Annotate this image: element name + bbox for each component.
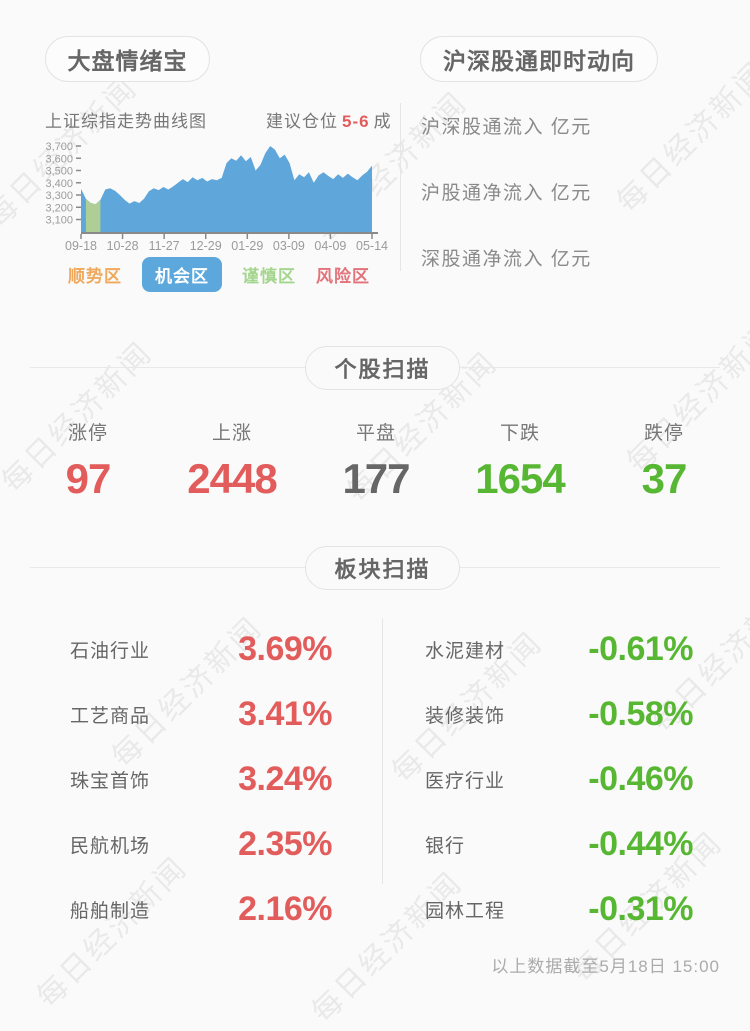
svg-text:12-29: 12-29	[190, 239, 222, 253]
sector-row: 医疗行业 -0.46%	[425, 756, 693, 802]
sector-name: 船舶制造	[70, 900, 151, 922]
stat-value: 2448	[187, 455, 277, 502]
sector-row: 园林工程 -0.31%	[425, 886, 693, 932]
stat-value: 177	[342, 455, 410, 502]
sector-value: -0.46%	[588, 759, 693, 798]
stat-label: 下跌	[499, 423, 540, 444]
sector-value: -0.58%	[588, 694, 693, 733]
sector-name: 水泥建材	[425, 640, 506, 662]
sector-value: -0.44%	[588, 824, 693, 863]
svg-text:03-09: 03-09	[273, 239, 305, 253]
stock-stats-row: 涨停 97 上涨 2448 平盘 177 下跌 1654 跌停 37	[42, 418, 710, 503]
legend-item-1[interactable]: 机会区	[142, 256, 222, 292]
chart-title: 上证综指走势曲线图	[45, 112, 207, 131]
sector-value: 2.16%	[238, 889, 332, 928]
advice-prefix: 建议仓位	[266, 112, 338, 131]
market-sentiment-title: 大盘情绪宝	[67, 48, 188, 74]
sector-row: 工艺商品 3.41%	[70, 691, 332, 737]
svg-text:09-18: 09-18	[65, 239, 97, 253]
svg-text:05-14: 05-14	[356, 239, 388, 253]
flow-row-hs-total: 沪深股通流入 亿元	[421, 117, 592, 138]
sector-value: 3.24%	[238, 759, 332, 798]
stat-limit-down: 跌停 37	[618, 418, 710, 503]
sector-scan-title-pill: 板块扫描	[305, 546, 460, 590]
sector-row: 珠宝首饰 3.24%	[70, 756, 332, 802]
header-vertical-divider	[400, 103, 401, 271]
data-cutoff-note: 以上数据截至5月18日 15:00	[491, 957, 720, 976]
market-sentiment-title-pill: 大盘情绪宝	[45, 36, 210, 82]
svg-text:3,100: 3,100	[45, 215, 73, 227]
sector-name: 医疗行业	[425, 770, 506, 792]
svg-text:3,300: 3,300	[45, 190, 73, 202]
sector-name: 石油行业	[70, 640, 151, 662]
svg-text:3,400: 3,400	[45, 178, 73, 190]
sector-name: 园林工程	[425, 900, 506, 922]
stat-label: 上涨	[211, 423, 252, 444]
legend-item-0[interactable]: 顺势区	[68, 266, 122, 286]
stock-scan-title: 个股扫描	[334, 357, 431, 382]
sentiment-chart: 3,700 3,600 3,500 3,400 3,300 3,200 3,100 09-18…	[40, 138, 400, 262]
sector-name: 工艺商品	[70, 705, 151, 727]
sector-value: 3.41%	[238, 694, 332, 733]
svg-text:04-09: 04-09	[314, 239, 346, 253]
stat-value: 97	[65, 455, 112, 502]
stat-down: 下跌 1654	[474, 418, 566, 503]
stat-value: 37	[641, 455, 688, 502]
svg-text:10-28: 10-28	[107, 239, 139, 253]
stat-limit-up: 涨停 97	[42, 418, 134, 503]
sector-name: 民航机场	[70, 835, 151, 857]
svg-text:3,600: 3,600	[45, 153, 73, 165]
sector-name: 装修装饰	[425, 705, 506, 727]
legend-item-3[interactable]: 风险区	[316, 266, 370, 286]
sector-value: 2.35%	[238, 824, 332, 863]
sector-scan-title: 板块扫描	[334, 557, 431, 582]
flow-row-sh-net: 沪股通净流入 亿元	[421, 183, 592, 204]
advice-suffix: 成	[373, 112, 392, 131]
svg-text:3,500: 3,500	[45, 166, 73, 178]
stat-flat: 平盘 177	[330, 418, 422, 503]
stock-connect-title-pill: 沪深股通即时动向	[420, 36, 658, 82]
advice-value: 5-6	[342, 112, 370, 131]
sector-name: 珠宝首饰	[70, 770, 151, 792]
sector-row: 银行 -0.44%	[425, 821, 693, 867]
stat-value: 1654	[475, 455, 565, 502]
zone-legend: 顺势区 机会区 谨慎区 风险区	[68, 256, 370, 292]
svg-text:01-29: 01-29	[231, 239, 263, 253]
sector-value: -0.61%	[588, 629, 693, 668]
sector-value: 3.69%	[238, 629, 332, 668]
sector-row: 民航机场 2.35%	[70, 821, 332, 867]
flow-row-sz-net: 深股通净流入 亿元	[421, 249, 592, 270]
position-advice: 建议仓位 5-6 成	[266, 107, 392, 132]
svg-text:11-27: 11-27	[149, 239, 180, 253]
sector-row: 水泥建材 -0.61%	[425, 626, 693, 672]
legend-item-2[interactable]: 谨慎区	[242, 266, 296, 286]
stock-connect-title: 沪深股通即时动向	[443, 48, 635, 74]
sector-name: 银行	[425, 835, 466, 857]
stat-up: 上涨 2448	[186, 418, 278, 503]
svg-text:3,700: 3,700	[45, 141, 73, 153]
stat-label: 跌停	[643, 423, 684, 444]
sector-row: 石油行业 3.69%	[70, 626, 332, 672]
sector-value: -0.31%	[588, 889, 693, 928]
sector-row: 装修装饰 -0.58%	[425, 691, 693, 737]
sector-columns-divider	[382, 618, 383, 884]
svg-text:3,200: 3,200	[45, 202, 73, 214]
stat-label: 涨停	[67, 423, 108, 444]
sector-row: 船舶制造 2.16%	[70, 886, 332, 932]
stock-scan-title-pill: 个股扫描	[305, 346, 460, 390]
stat-label: 平盘	[355, 423, 396, 444]
